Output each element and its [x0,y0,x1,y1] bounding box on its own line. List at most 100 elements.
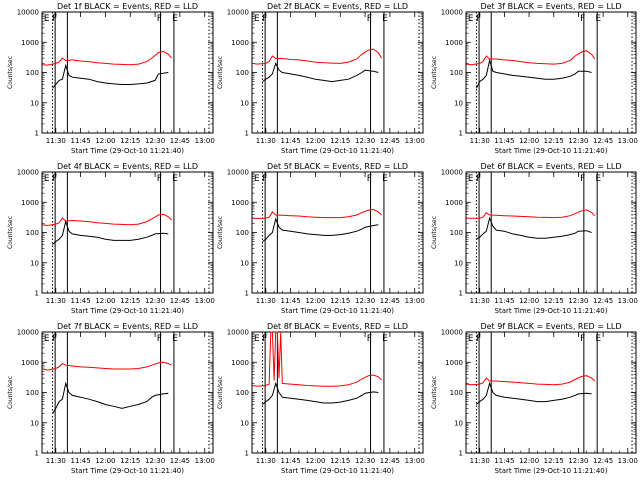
flag-label: F [580,14,585,24]
x-tick-label: 12:00 [305,457,325,465]
x-tick-label: 12:00 [95,137,115,145]
y-tick-label: 100 [236,69,249,77]
panel-6: Det 6f BLACK = Events, RED = LLD Counts/s… [431,162,638,315]
y-tick-label: 10 [240,419,249,427]
flag-label: E [254,334,260,344]
flag-label: E [44,334,50,344]
x-tick-label: 12:00 [519,297,539,305]
x-tick-label: 13:00 [195,457,215,465]
flag-label: F [367,334,372,344]
x-tick-label: 12:30 [355,457,375,465]
panel-title: Det 8f BLACK = Events, RED = LLD [267,322,408,331]
y-tick-label: 100 [450,69,463,77]
flag-label: F [367,14,372,24]
y-tick-label: 10 [240,99,249,107]
x-tick-label: 12:15 [120,297,140,305]
x-tick-label: 12:15 [120,457,140,465]
x-tick-label: 12:45 [380,297,400,305]
flag-label: F [262,334,267,344]
flag-label: F [52,334,57,344]
y-tick-label: 1000 [21,359,39,367]
y-axis-label: Counts/sec [217,376,224,409]
y-axis-label: Counts/sec [217,56,224,89]
x-tick-label: 12:15 [544,457,564,465]
events-series-line [476,381,592,405]
x-axis-label: Start Time (29-Oct-10 11:21:40) [281,147,394,155]
y-tick-label: 100 [450,389,463,397]
panel-title: Det 3f BLACK = Events, RED = LLD [480,2,621,11]
panel-8: Det 8f BLACK = Events, RED = LLD Counts/s… [217,322,425,475]
lld-series-line [466,375,596,386]
flag-label: E [172,334,178,344]
y-tick-label: 100 [26,229,39,237]
flag-label: F [262,174,267,184]
y-tick-label: 10000 [17,169,39,177]
flag-label: F [157,174,162,184]
x-tick-label: 12:15 [544,137,564,145]
panel-4: Det 4f BLACK = Events, RED = LLD Counts/s… [7,162,215,315]
panel-7: Det 7f BLACK = Events, RED = LLD Counts/s… [7,322,215,475]
x-tick-label: 13:00 [405,297,425,305]
y-tick-label: 1 [245,290,249,298]
flag-label: F [367,174,372,184]
events-series-line [52,381,169,414]
y-tick-label: 10000 [441,329,463,337]
y-tick-label: 1 [35,290,39,298]
x-tick-label: 13:00 [618,457,638,465]
y-tick-label: 10 [454,99,463,107]
x-tick-label: 13:00 [195,137,215,145]
flag-label: E [44,14,50,24]
flag-label: E [172,14,178,24]
x-tick-label: 11:45 [281,457,301,465]
x-tick-label: 12:15 [120,137,140,145]
y-tick-label: 1000 [445,39,463,47]
x-axis-label: Start Time (29-Oct-10 11:21:40) [281,307,394,315]
x-tick-label: 12:00 [305,297,325,305]
panel-title: Det 9f BLACK = Events, RED = LLD [480,322,621,331]
lld-series-line [42,213,172,227]
x-tick-label: 12:00 [95,297,115,305]
flag-label: E [595,174,601,184]
x-axis-label: Start Time (29-Oct-10 11:21:40) [495,307,608,315]
flag-label: F [262,14,267,24]
x-tick-label: 12:30 [568,457,588,465]
flag-label: E [382,14,388,24]
panel-5: Det 5f BLACK = Events, RED = LLD Counts/s… [217,162,425,315]
y-tick-label: 1 [245,130,249,138]
x-tick-label: 11:45 [494,297,514,305]
x-tick-label: 13:00 [618,137,638,145]
x-tick-label: 13:00 [618,297,638,305]
flag-label: F [476,334,481,344]
flag-label: E [468,174,474,184]
y-tick-label: 1 [459,130,463,138]
x-axis-label: Start Time (29-Oct-10 11:21:40) [71,467,184,475]
flag-label: E [468,334,474,344]
y-tick-label: 10 [30,419,39,427]
x-axis-label: Start Time (29-Oct-10 11:21:40) [71,307,184,315]
flag-label: F [157,334,162,344]
x-axis-label: Start Time (29-Oct-10 11:21:40) [71,147,184,155]
x-tick-label: 11:30 [256,297,276,305]
y-tick-label: 10000 [441,9,463,17]
panel-title: Det 1f BLACK = Events, RED = LLD [57,2,198,11]
x-tick-label: 11:45 [71,457,91,465]
y-tick-label: 10 [240,259,249,267]
x-tick-label: 12:45 [170,137,190,145]
x-tick-label: 11:30 [46,297,66,305]
x-tick-label: 13:00 [405,137,425,145]
y-tick-label: 1 [35,130,39,138]
x-tick-label: 11:30 [470,457,490,465]
x-tick-label: 12:00 [95,457,115,465]
x-tick-label: 11:45 [71,297,91,305]
events-series-line [52,63,169,89]
x-tick-label: 12:15 [544,297,564,305]
y-tick-label: 10 [30,259,39,267]
y-axis-label: Counts/sec [431,216,438,249]
y-axis-label: Counts/sec [431,56,438,89]
flag-label: E [254,14,260,24]
lld-series-line [42,50,172,66]
flag-label: E [254,174,260,184]
x-tick-label: 12:45 [170,297,190,305]
flag-label: E [382,334,388,344]
